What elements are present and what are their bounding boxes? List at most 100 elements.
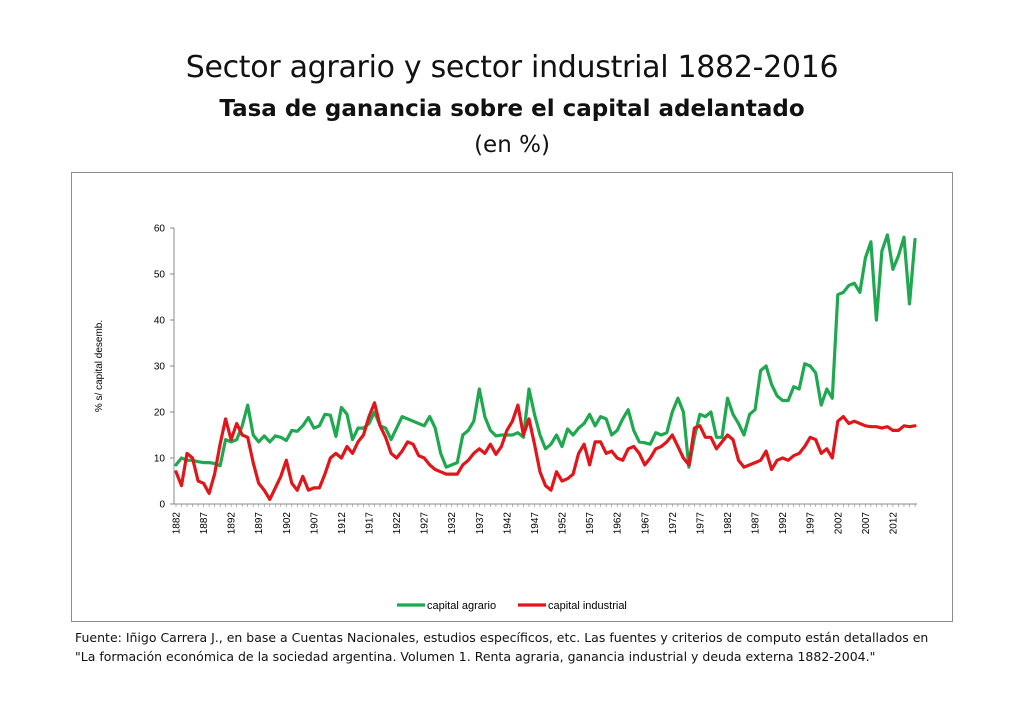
data-point	[412, 443, 414, 445]
data-point	[357, 441, 359, 443]
chart-area: 0 10 20 30 40 50 60 1882 1887 1892 1897 1902 1907 191…	[71, 172, 953, 622]
data-point	[798, 453, 800, 455]
data-point	[225, 439, 227, 441]
data-point	[418, 423, 420, 425]
data-point	[611, 450, 613, 452]
x-tick-label: 1932	[447, 512, 458, 535]
x-tick-label: 2012	[888, 512, 899, 535]
data-point	[352, 453, 354, 455]
x-tick-label: 1912	[337, 512, 348, 535]
data-point	[219, 443, 221, 445]
data-point	[605, 453, 607, 455]
data-point	[870, 426, 872, 428]
data-point	[771, 384, 773, 386]
data-point	[346, 413, 348, 415]
data-point	[512, 420, 514, 422]
data-point	[804, 446, 806, 448]
data-point	[230, 439, 232, 441]
data-point	[754, 462, 756, 464]
data-point	[688, 466, 690, 468]
data-point	[296, 489, 298, 491]
data-point	[864, 257, 866, 259]
data-point	[556, 471, 558, 473]
data-point	[307, 489, 309, 491]
data-point	[313, 427, 315, 429]
data-point	[644, 464, 646, 466]
y-axis-label: % s/ capital desemb.	[94, 320, 105, 412]
data-point	[727, 397, 729, 399]
data-point	[208, 493, 210, 495]
data-point	[285, 459, 287, 461]
data-point	[363, 434, 365, 436]
data-point	[307, 417, 309, 419]
data-point	[374, 402, 376, 404]
x-tick-label: 1882	[172, 512, 183, 535]
data-point	[445, 473, 447, 475]
legend-label: capital agrario	[427, 600, 496, 612]
data-point	[864, 425, 866, 427]
data-point	[842, 292, 844, 294]
data-point	[898, 255, 900, 257]
data-point	[754, 409, 756, 411]
data-point	[230, 441, 232, 443]
data-point	[352, 439, 354, 441]
data-point	[887, 426, 889, 428]
x-tick-label: 1992	[778, 512, 789, 535]
data-point	[313, 487, 315, 489]
data-point	[638, 453, 640, 455]
data-point	[473, 420, 475, 422]
data-point	[489, 430, 491, 432]
data-point	[368, 416, 370, 418]
x-tick-label: 1937	[475, 512, 486, 535]
data-point	[787, 400, 789, 402]
data-point	[848, 423, 850, 425]
data-point	[892, 430, 894, 432]
data-point	[875, 319, 877, 321]
data-point	[429, 464, 431, 466]
data-point	[484, 453, 486, 455]
data-point	[440, 453, 442, 455]
data-point	[456, 473, 458, 475]
data-point	[385, 436, 387, 438]
data-point	[379, 425, 381, 427]
data-point	[225, 418, 227, 420]
data-point	[732, 413, 734, 415]
data-point	[809, 436, 811, 438]
data-point	[749, 413, 751, 415]
data-point	[815, 439, 817, 441]
data-point	[903, 425, 905, 427]
data-point	[716, 448, 718, 450]
data-point	[341, 457, 343, 459]
data-point	[666, 441, 668, 443]
data-point	[583, 443, 585, 445]
data-point	[252, 434, 254, 436]
data-point	[699, 425, 701, 427]
data-point	[694, 427, 696, 429]
x-tick-label: 1952	[558, 512, 569, 535]
data-point	[423, 425, 425, 427]
data-point	[181, 485, 183, 487]
x-tick-label: 1987	[751, 512, 762, 535]
chart-unit: (en %)	[474, 132, 550, 158]
data-point	[837, 294, 839, 296]
data-point	[478, 448, 480, 450]
data-point	[385, 427, 387, 429]
data-point	[682, 411, 684, 413]
data-point	[914, 239, 916, 241]
source-line-2: "La formación económica de la sociedad a…	[75, 649, 876, 664]
data-point	[390, 439, 392, 441]
data-point	[236, 423, 238, 425]
data-point	[859, 423, 861, 425]
x-tick-label: 1957	[585, 512, 596, 535]
legend-label: capital industrial	[548, 600, 627, 612]
data-point	[909, 426, 911, 428]
data-point	[434, 469, 436, 471]
x-tick-label: 1887	[199, 512, 210, 535]
data-point	[600, 416, 602, 418]
data-point	[727, 434, 729, 436]
data-point	[274, 435, 276, 437]
data-point	[616, 457, 618, 459]
data-point	[898, 430, 900, 432]
data-point	[793, 455, 795, 457]
data-point	[247, 436, 249, 438]
